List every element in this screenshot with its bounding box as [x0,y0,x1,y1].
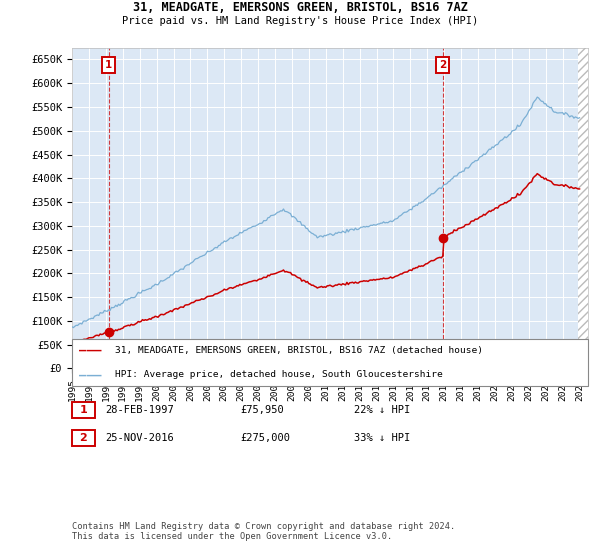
Text: 2: 2 [80,433,87,443]
Text: 22% ↓ HPI: 22% ↓ HPI [354,405,410,415]
Text: Price paid vs. HM Land Registry's House Price Index (HPI): Price paid vs. HM Land Registry's House … [122,16,478,26]
Text: 31, MEADGATE, EMERSONS GREEN, BRISTOL, BS16 7AZ: 31, MEADGATE, EMERSONS GREEN, BRISTOL, B… [133,1,467,14]
Text: 31, MEADGATE, EMERSONS GREEN, BRISTOL, BS16 7AZ (detached house): 31, MEADGATE, EMERSONS GREEN, BRISTOL, B… [115,346,483,355]
Text: 1: 1 [105,60,112,70]
Text: 25-NOV-2016: 25-NOV-2016 [105,433,174,443]
Text: ———: ——— [79,368,102,381]
Text: 33% ↓ HPI: 33% ↓ HPI [354,433,410,443]
Text: 1: 1 [80,405,87,415]
Text: 2: 2 [439,60,446,70]
Text: £75,950: £75,950 [240,405,284,415]
Text: £275,000: £275,000 [240,433,290,443]
Text: Contains HM Land Registry data © Crown copyright and database right 2024.
This d: Contains HM Land Registry data © Crown c… [72,522,455,542]
Text: HPI: Average price, detached house, South Gloucestershire: HPI: Average price, detached house, Sout… [115,370,443,380]
Text: 28-FEB-1997: 28-FEB-1997 [105,405,174,415]
Text: ———: ——— [79,344,102,357]
